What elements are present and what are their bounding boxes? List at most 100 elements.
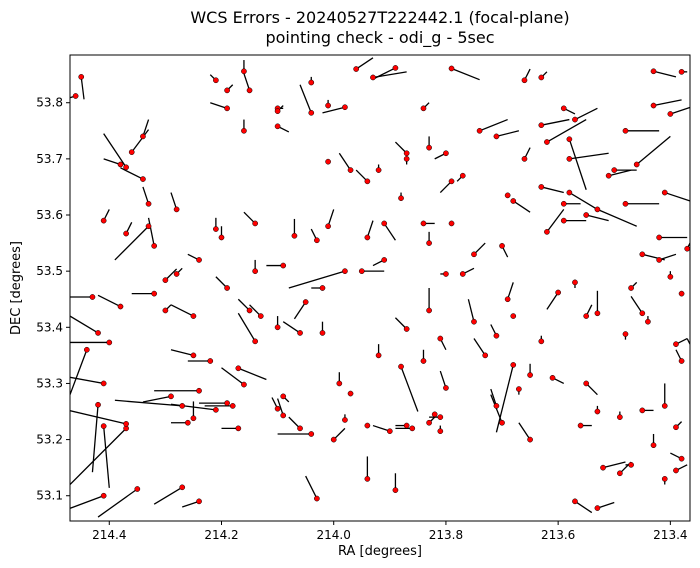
- star-point: [145, 223, 152, 230]
- error-vector: [170, 192, 178, 210]
- star-point: [605, 172, 612, 179]
- star-point: [493, 133, 500, 140]
- star-point: [123, 164, 129, 171]
- error-vector: [114, 399, 183, 407]
- star-point: [274, 123, 281, 130]
- star-point: [95, 401, 101, 408]
- star-point: [443, 385, 449, 391]
- error-vector: [479, 118, 508, 132]
- star-point: [459, 172, 466, 179]
- star-point: [358, 268, 365, 275]
- star-point: [504, 192, 511, 199]
- y-tick-label: 53.6: [36, 208, 63, 222]
- star-point: [162, 307, 169, 314]
- error-vector: [299, 84, 312, 114]
- y-axis-label: DEC [degrees]: [9, 241, 24, 335]
- star-point: [650, 102, 657, 109]
- star-point: [482, 352, 489, 359]
- star-point: [252, 338, 259, 345]
- error-vector: [473, 338, 486, 356]
- star-point: [566, 156, 573, 162]
- star-point: [661, 403, 668, 409]
- error-vector: [120, 167, 144, 180]
- star-point: [678, 290, 685, 297]
- star-point: [325, 223, 331, 230]
- error-vector: [597, 501, 615, 509]
- star-point: [538, 74, 545, 81]
- star-point: [538, 122, 545, 129]
- star-point: [437, 428, 444, 435]
- star-point: [510, 362, 517, 368]
- star-point: [190, 313, 197, 319]
- error-vector: [114, 225, 150, 261]
- star-point: [224, 105, 230, 112]
- x-tick-label: 214.0: [317, 528, 351, 542]
- star-point: [168, 393, 174, 400]
- star-point: [342, 268, 348, 275]
- error-vector: [322, 106, 346, 114]
- error-vector: [507, 282, 514, 300]
- error-vector: [142, 395, 172, 403]
- star-point: [448, 220, 455, 227]
- star-point: [594, 505, 601, 511]
- star-point: [538, 184, 545, 190]
- star-point: [684, 245, 690, 252]
- star-point: [196, 498, 202, 505]
- star-point: [583, 380, 590, 387]
- star-point: [403, 326, 410, 332]
- star-point: [403, 150, 410, 157]
- error-vector: [142, 119, 150, 137]
- star-point: [622, 331, 629, 337]
- x-tick-label: 213.4: [653, 528, 687, 542]
- star-point: [241, 68, 247, 75]
- error-vector: [670, 106, 690, 115]
- error-vector: [70, 495, 104, 510]
- error-vector: [238, 367, 267, 381]
- star-point: [386, 428, 393, 435]
- star-point: [117, 303, 124, 310]
- y-tick-label: 53.2: [36, 433, 63, 447]
- star-point: [151, 290, 158, 297]
- error-vector: [142, 186, 150, 204]
- star-point: [179, 403, 186, 409]
- star-point: [257, 313, 264, 319]
- star-point: [364, 476, 371, 482]
- star-point: [280, 393, 287, 400]
- star-point: [100, 492, 107, 499]
- star-point: [353, 66, 360, 72]
- star-point: [213, 226, 219, 232]
- error-vector: [103, 426, 110, 488]
- star-point: [173, 271, 180, 277]
- star-point: [235, 425, 242, 432]
- star-point: [667, 111, 674, 117]
- error-vector: [630, 296, 643, 314]
- star-point: [314, 237, 320, 244]
- star-point: [560, 217, 567, 224]
- star-point: [274, 108, 281, 114]
- star-point: [476, 127, 483, 134]
- star-point: [645, 318, 651, 325]
- axes-frame: [69, 54, 691, 522]
- star-point: [364, 178, 371, 185]
- star-point: [319, 285, 326, 291]
- star-point: [521, 77, 528, 84]
- star-point: [572, 279, 578, 286]
- x-tick-label: 214.4: [92, 528, 126, 542]
- star-point: [375, 352, 382, 359]
- star-point: [403, 422, 410, 429]
- star-point: [471, 318, 477, 325]
- star-point: [656, 257, 662, 263]
- y-tick-label: 53.3: [36, 376, 63, 390]
- star-point: [409, 425, 416, 432]
- error-vector: [546, 292, 559, 310]
- star-point: [392, 487, 399, 493]
- star-point: [347, 390, 354, 397]
- error-vector: [658, 253, 677, 261]
- star-point: [678, 455, 685, 462]
- star-point: [510, 313, 517, 319]
- star-point: [594, 206, 601, 213]
- error-vector: [569, 152, 609, 160]
- star-point: [224, 285, 230, 291]
- error-vector: [372, 424, 391, 432]
